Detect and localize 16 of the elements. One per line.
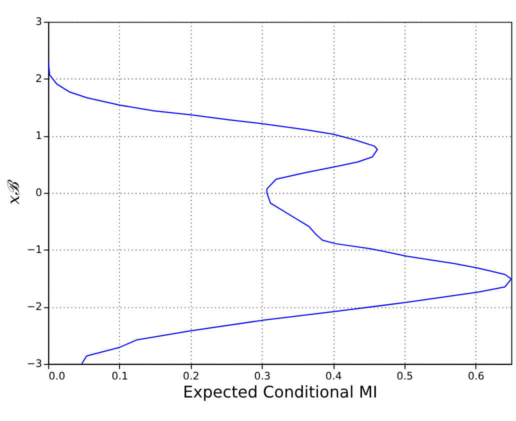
y-tick-label: 2	[35, 73, 42, 86]
y-tick-label: −1	[26, 244, 42, 256]
y-tick-label: 1	[35, 130, 42, 142]
x-axis-title: Expected Conditional MI	[182, 382, 378, 402]
x-tick-label: 0.2	[182, 370, 200, 383]
y-axis-title: xℬ	[4, 179, 24, 204]
y-tick-label: −2	[26, 301, 42, 314]
y-tick-label: −3	[26, 358, 42, 370]
x-tick-label: 0.4	[325, 370, 342, 383]
x-tick-label: 0.3	[254, 370, 271, 383]
y-tick-label: 3	[35, 16, 42, 28]
x-tick-label: 0.1	[112, 370, 128, 383]
x-tick-label: 0.0	[48, 370, 66, 383]
x-tick-label: 0.5	[396, 370, 414, 383]
x-tick-label: 0.6	[468, 370, 484, 383]
y-tick-label: 0	[35, 187, 42, 200]
